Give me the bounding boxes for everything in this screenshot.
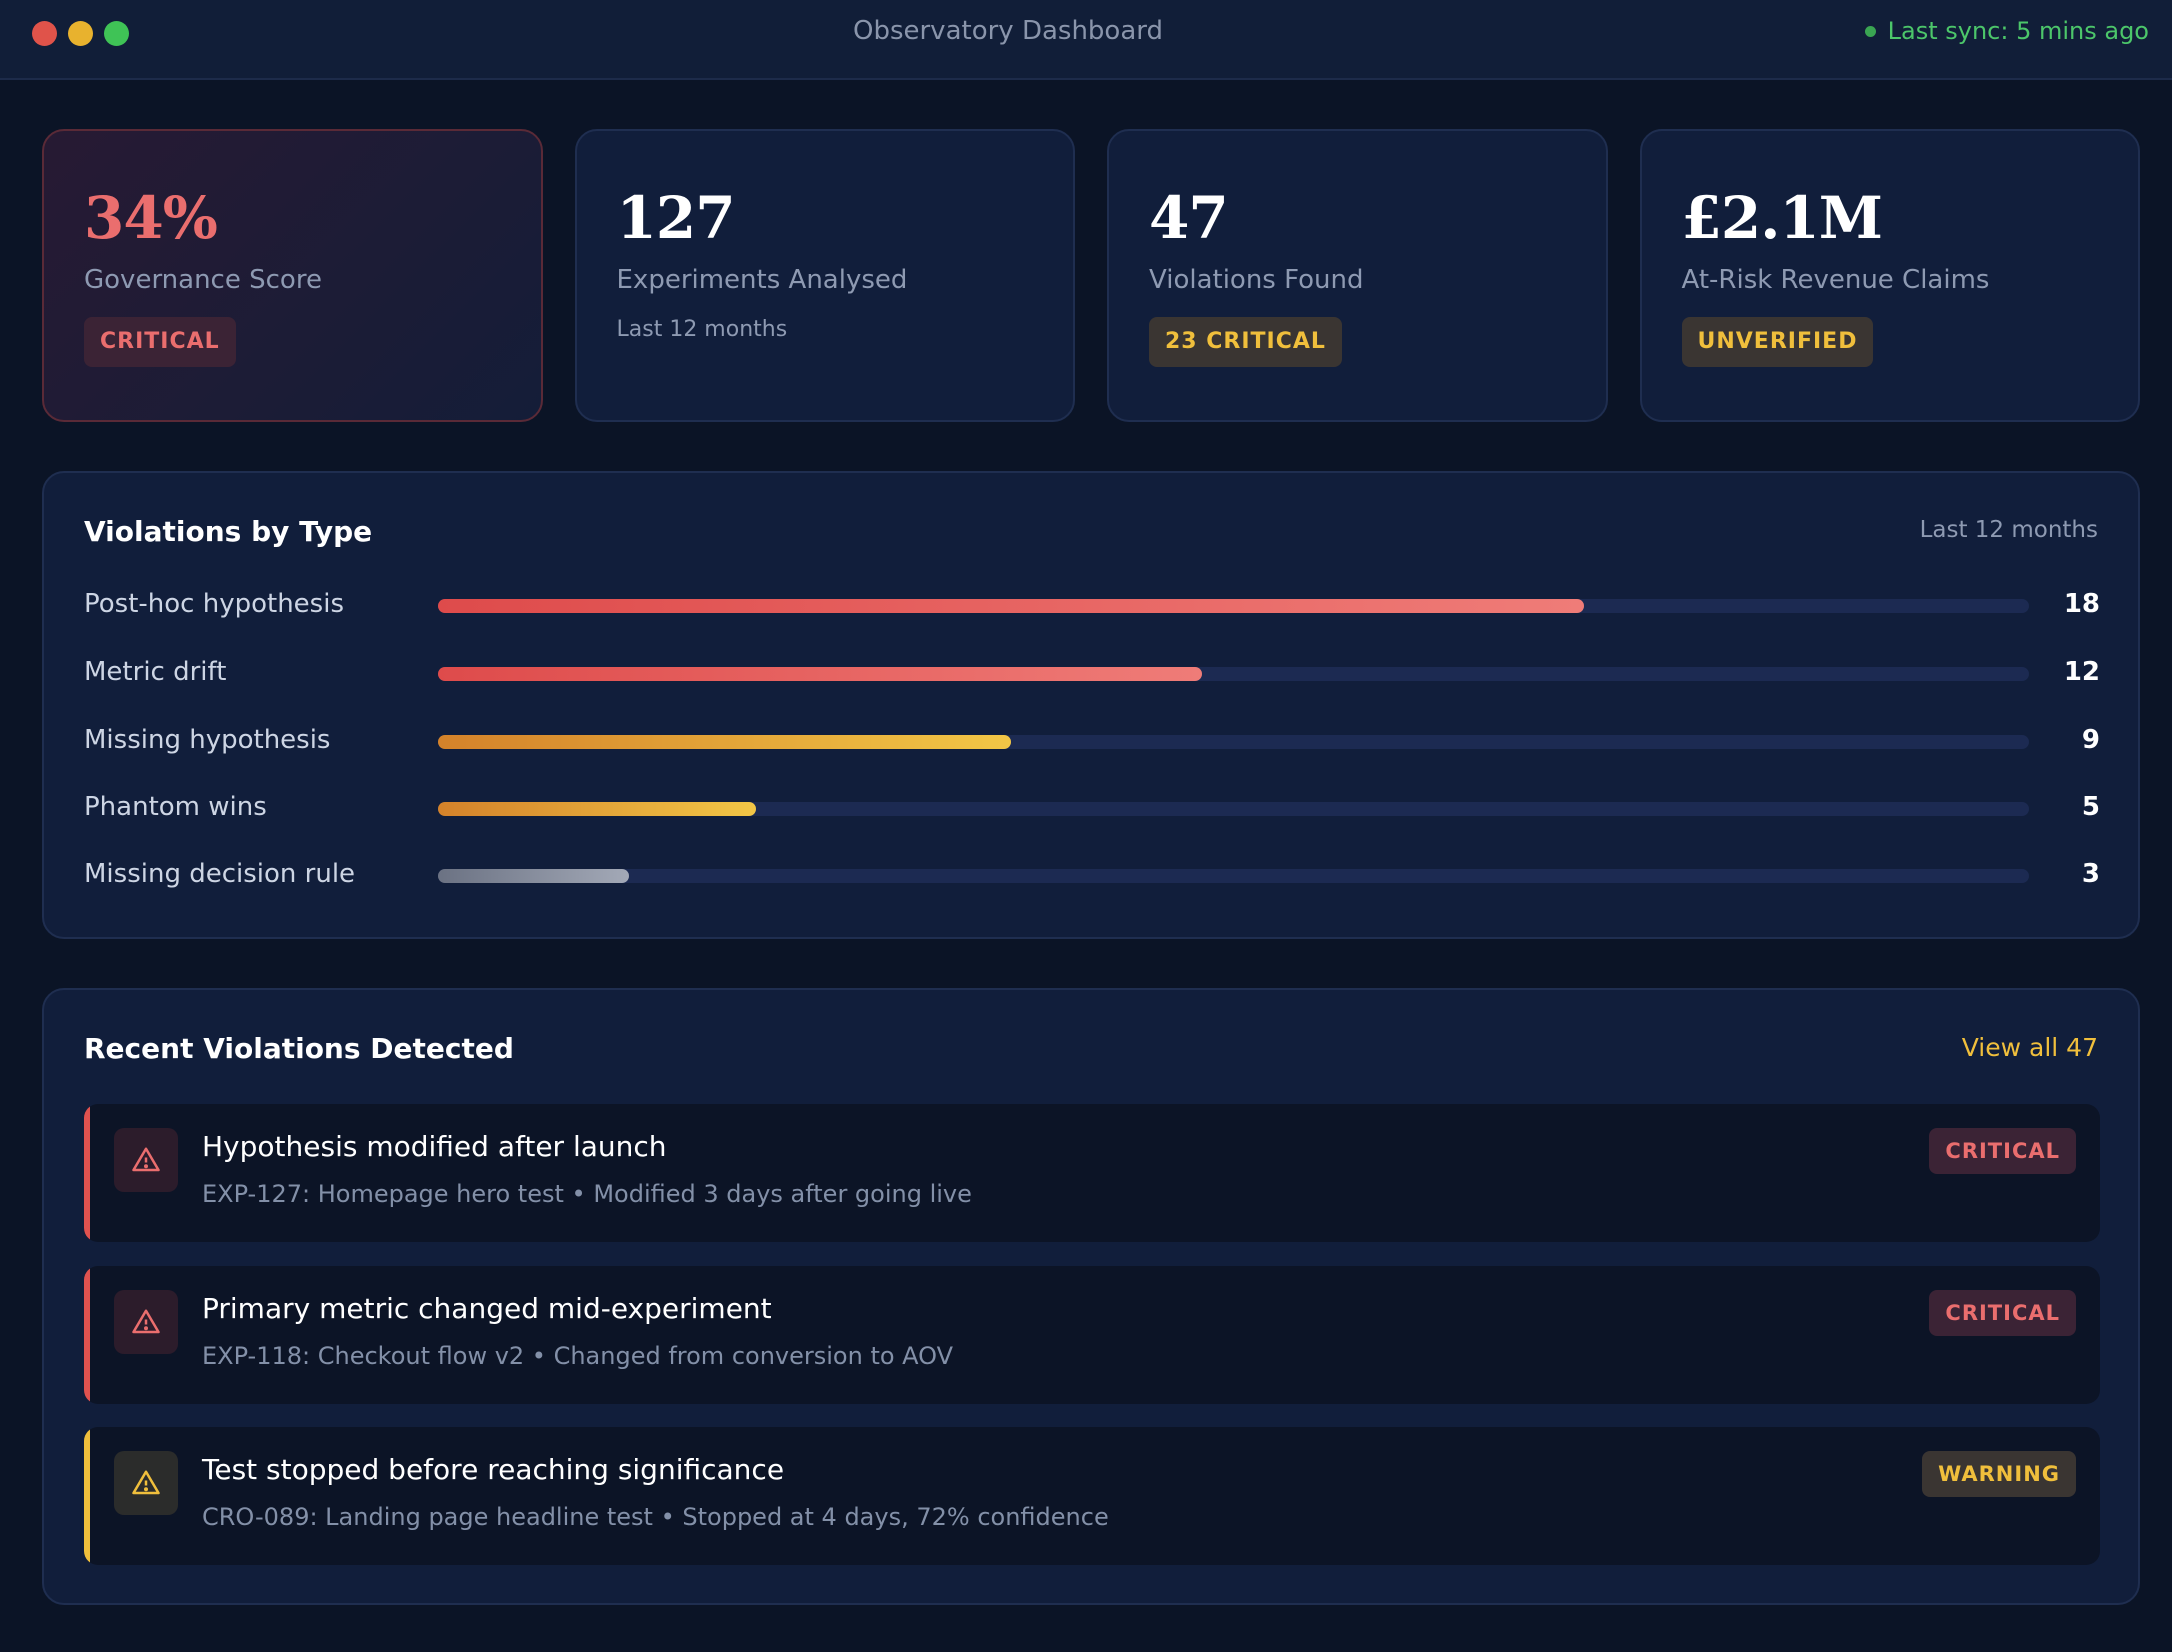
maximize-window-button[interactable] bbox=[104, 21, 129, 46]
warning-triangle-icon bbox=[114, 1128, 178, 1192]
violations-by-type-panel: Violations by Type Last 12 months Post-h… bbox=[42, 471, 2140, 939]
bar-track bbox=[438, 802, 2029, 816]
at-risk-revenue-value: £2.1M bbox=[1681, 184, 1883, 252]
violation-title: Primary metric changed mid-experiment bbox=[202, 1292, 772, 1325]
violations-found-value: 47 bbox=[1149, 184, 1229, 252]
bar-label: Post-hoc hypothesis bbox=[84, 589, 344, 619]
unverified-badge: UNVERIFIED bbox=[1681, 317, 1874, 367]
bar-row[interactable]: Missing hypothesis 9 bbox=[84, 721, 2100, 761]
bar-value: 12 bbox=[2063, 657, 2100, 687]
bar-fill bbox=[438, 667, 1202, 681]
bar-row[interactable]: Post-hoc hypothesis 18 bbox=[84, 585, 2100, 625]
recent-violations-panel: Recent Violations Detected View all 47 H… bbox=[42, 988, 2140, 1605]
bar-label: Phantom wins bbox=[84, 792, 267, 822]
title-bar: Observatory Dashboard Last sync: 5 mins … bbox=[0, 0, 2172, 80]
minimize-window-button[interactable] bbox=[68, 21, 93, 46]
violation-description: EXP-118: Checkout flow v2 • Changed from… bbox=[202, 1342, 954, 1370]
governance-score-label: Governance Score bbox=[84, 265, 322, 295]
violations-found-label: Violations Found bbox=[1149, 265, 1364, 295]
window-title: Observatory Dashboard bbox=[852, 16, 1164, 46]
bar-fill bbox=[438, 599, 1584, 613]
violation-title: Hypothesis modified after launch bbox=[202, 1130, 667, 1163]
bar-value: 18 bbox=[2063, 589, 2100, 619]
bar-label: Missing hypothesis bbox=[84, 725, 331, 755]
governance-status-badge: CRITICAL bbox=[84, 317, 236, 367]
violation-item[interactable]: Test stopped before reaching significanc… bbox=[84, 1427, 2100, 1565]
status-dot-icon bbox=[1864, 25, 1876, 37]
view-all-link[interactable]: View all 47 bbox=[1961, 1033, 2098, 1062]
bar-track bbox=[438, 667, 2029, 681]
bar-row[interactable]: Phantom wins 5 bbox=[84, 788, 2100, 828]
experiments-period-text: Last 12 months bbox=[616, 317, 788, 342]
close-window-button[interactable] bbox=[32, 21, 57, 46]
warning-triangle-icon bbox=[114, 1451, 178, 1515]
violation-title: Test stopped before reaching significanc… bbox=[202, 1453, 785, 1486]
at-risk-revenue-label: At-Risk Revenue Claims bbox=[1681, 265, 1990, 295]
bar-row[interactable]: Metric drift 12 bbox=[84, 653, 2100, 693]
bar-fill bbox=[438, 802, 757, 816]
violation-description: CRO-089: Landing page headline test • St… bbox=[202, 1503, 1109, 1531]
violations-by-type-title: Violations by Type bbox=[84, 515, 373, 548]
bar-row[interactable]: Missing decision rule 3 bbox=[84, 855, 2100, 895]
bar-fill bbox=[438, 735, 1011, 749]
bar-label: Missing decision rule bbox=[84, 859, 356, 889]
experiments-analysed-label: Experiments Analysed bbox=[616, 265, 908, 295]
severity-accent bbox=[84, 1427, 90, 1565]
violations-found-card[interactable]: 47 Violations Found 23 CRITICAL bbox=[1107, 129, 1608, 422]
bar-track bbox=[438, 599, 2029, 613]
severity-badge: CRITICAL bbox=[1929, 1128, 2076, 1174]
severity-accent bbox=[84, 1104, 90, 1242]
recent-violations-title: Recent Violations Detected bbox=[84, 1032, 514, 1065]
bar-track bbox=[438, 869, 2029, 883]
critical-count-badge: 23 CRITICAL bbox=[1149, 317, 1342, 367]
bar-value: 9 bbox=[2081, 725, 2100, 755]
bar-track bbox=[438, 735, 2029, 749]
warning-triangle-icon bbox=[114, 1290, 178, 1354]
bar-label: Metric drift bbox=[84, 657, 227, 687]
at-risk-revenue-card[interactable]: £2.1M At-Risk Revenue Claims UNVERIFIED bbox=[1639, 129, 2140, 422]
sync-status: Last sync: 5 mins ago bbox=[1864, 17, 2149, 45]
governance-score-card[interactable]: 34% Governance Score CRITICAL bbox=[42, 129, 543, 422]
sync-status-text: Last sync: 5 mins ago bbox=[1887, 17, 2149, 45]
violation-item[interactable]: Primary metric changed mid-experiment EX… bbox=[84, 1266, 2100, 1404]
experiments-analysed-value: 127 bbox=[616, 184, 736, 252]
violation-item[interactable]: Hypothesis modified after launch EXP-127… bbox=[84, 1104, 2100, 1242]
governance-score-value: 34% bbox=[84, 184, 218, 252]
violations-by-type-period: Last 12 months bbox=[1919, 517, 2098, 543]
severity-accent bbox=[84, 1266, 90, 1404]
bar-value: 3 bbox=[2081, 859, 2100, 889]
severity-badge: CRITICAL bbox=[1929, 1290, 2076, 1336]
violation-description: EXP-127: Homepage hero test • Modified 3… bbox=[202, 1180, 972, 1208]
bar-fill bbox=[438, 869, 629, 883]
bar-value: 5 bbox=[2081, 792, 2100, 822]
severity-badge: WARNING bbox=[1922, 1451, 2076, 1497]
experiments-analysed-card[interactable]: 127 Experiments Analysed Last 12 months bbox=[574, 129, 1075, 422]
stat-cards: 34% Governance Score CRITICAL 127 Experi… bbox=[42, 129, 2140, 422]
